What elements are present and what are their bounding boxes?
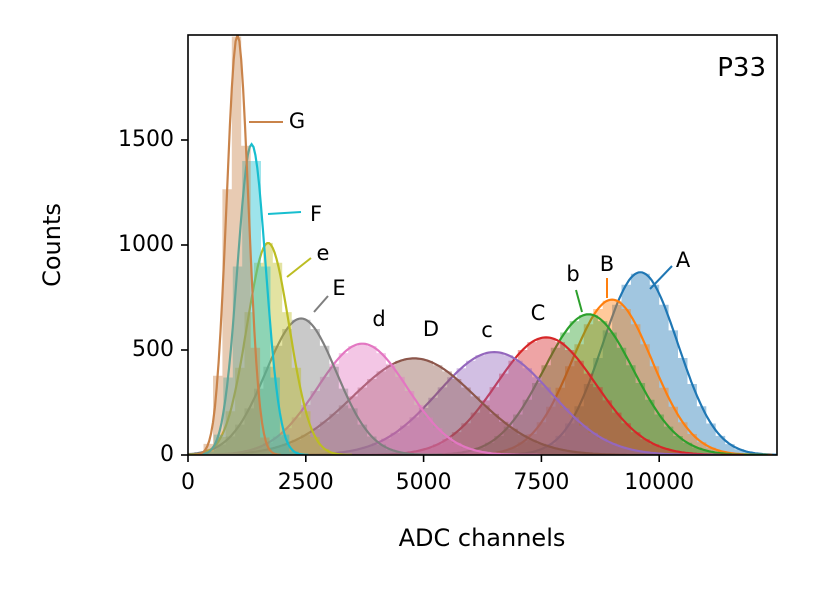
- x-tick-label: 2500: [278, 470, 334, 495]
- label-leaders: [249, 121, 673, 313]
- x-axis-title: ADC channels: [399, 524, 566, 552]
- peak-label-g-upper: G: [289, 109, 305, 133]
- histogram-a-upper: [489, 273, 777, 455]
- fit-curve-b-upper: [451, 298, 773, 455]
- peak-label-a-upper: A: [676, 248, 691, 272]
- series-d-upper: [188, 357, 660, 455]
- peak-label-c-upper: C: [531, 301, 546, 325]
- peak-label-d-upper: D: [423, 317, 439, 341]
- series-b-upper: [451, 298, 773, 455]
- peak-label-b-upper: B: [600, 252, 614, 276]
- fit-curve-g-upper: [193, 35, 281, 455]
- peak-label-b-lower: b: [566, 262, 579, 286]
- leader-b-lower: [575, 289, 583, 313]
- fit-curve-e-upper: [188, 317, 443, 455]
- peak-label-e-lower: e: [317, 241, 330, 265]
- x-tick-label: 5000: [396, 470, 452, 495]
- histogram-e-upper: [188, 319, 443, 455]
- fit-curve-d-upper: [188, 357, 660, 455]
- series-e-upper: [188, 317, 443, 455]
- fit-curve-b-lower: [409, 313, 768, 455]
- series-c-lower: [268, 350, 721, 455]
- series-g-upper: [193, 35, 289, 455]
- fit-curve-a-upper: [489, 271, 777, 455]
- histogram-b-lower: [409, 315, 768, 455]
- peak-label-f-upper: F: [310, 202, 322, 226]
- fit-curve-d-lower: [188, 342, 541, 455]
- peak-label-c-lower: c: [481, 318, 493, 342]
- fit-curve-f-upper: [195, 142, 309, 455]
- x-tick-label: 10000: [624, 470, 694, 495]
- y-axis-ticks: 0 500 1000 1500: [118, 127, 188, 467]
- histogram-d-upper: [188, 358, 660, 455]
- histogram-g-upper: [194, 36, 289, 455]
- x-tick-label: 7500: [513, 470, 569, 495]
- histogram-c-lower: [268, 352, 721, 455]
- y-tick-label: 0: [160, 442, 174, 467]
- histogram-c-upper: [348, 337, 744, 455]
- y-tick-label: 1000: [118, 232, 174, 257]
- leader-e-lower: [286, 257, 312, 278]
- x-axis-ticks: 0 2500 5000 7500 10000: [181, 455, 694, 495]
- fit-curve-c-lower: [268, 350, 721, 455]
- panel-label: P33: [717, 53, 766, 83]
- series-layer: [188, 35, 777, 455]
- y-tick-label: 1500: [118, 127, 174, 152]
- y-tick-label: 500: [132, 337, 174, 362]
- histogram-b-upper: [451, 300, 773, 455]
- fit-curve-c-upper: [348, 336, 744, 455]
- histogram-f-upper: [195, 161, 309, 455]
- series-d-lower: [188, 342, 547, 455]
- series-a-upper: [489, 271, 777, 455]
- peak-label-e-upper: E: [332, 276, 345, 300]
- leader-e-upper: [313, 295, 329, 313]
- leader-a-upper: [649, 265, 673, 290]
- series-f-upper: [195, 142, 309, 455]
- peak-label-d-lower: d: [372, 307, 385, 331]
- series-b-lower: [409, 313, 768, 455]
- leader-f-upper: [267, 211, 302, 215]
- series-c-upper: [348, 336, 744, 455]
- y-axis-title: Counts: [38, 203, 66, 287]
- x-tick-label: 0: [181, 470, 195, 495]
- histogram-d-lower: [188, 343, 547, 455]
